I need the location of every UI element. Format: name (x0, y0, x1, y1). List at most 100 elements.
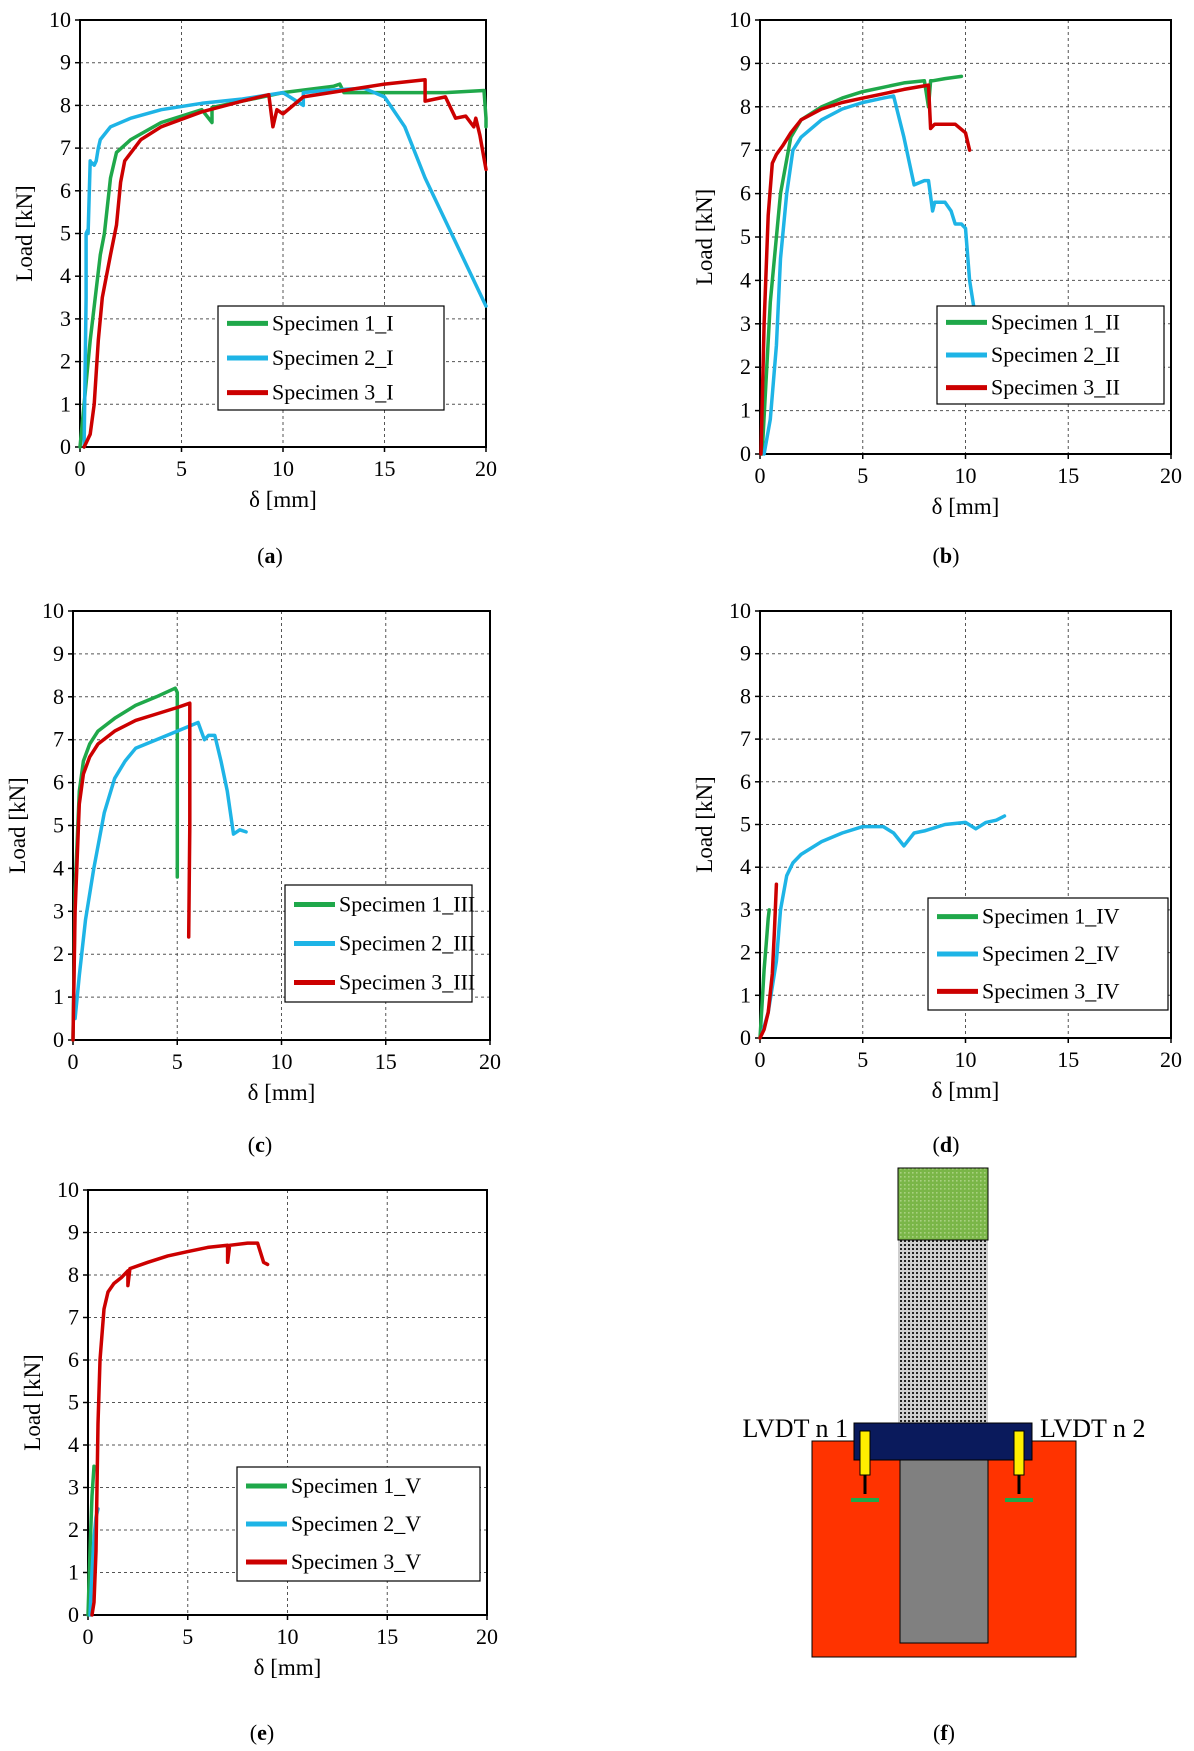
y-tick-label: 5 (53, 813, 64, 838)
chart-e: 0 5 10 15 20 0 1 2 3 4 5 6 7 8 9 10 δ [mm] Load [kN] Speci… (20, 1177, 498, 1745)
y-axis-label: Load [kN] (20, 1354, 45, 1450)
x-tick-label: 0 (75, 456, 86, 481)
setup-embedded-bar (899, 1447, 989, 1644)
legend: Specimen 1_II Specimen 2_II Specimen 3_II (936, 305, 1165, 405)
y-tick-label: 9 (53, 641, 64, 666)
y-tick-label: 2 (60, 349, 71, 374)
panel-label-letter: a (265, 543, 276, 568)
y-tick-label: 5 (60, 221, 71, 246)
x-tick-label: 5 (857, 1047, 868, 1072)
y-tick-label: 1 (60, 391, 71, 416)
lvdt-1-body (859, 1430, 871, 1476)
y-tick-label: 5 (740, 812, 751, 837)
legend-entry: Specimen 3_I (272, 380, 394, 405)
x-tick-label: 20 (475, 456, 497, 481)
panel-label-f-letter: f (940, 1720, 948, 1745)
y-tick-label: 3 (740, 311, 751, 336)
y-tick-label: 6 (740, 769, 751, 794)
legend-entry: Specimen 3_IV (982, 978, 1120, 1003)
y-tick-label: 7 (740, 137, 751, 162)
legend-entry: Specimen 2_I (272, 345, 394, 370)
y-tick-label: 0 (740, 1025, 751, 1050)
panel-label-e: (e) (250, 1720, 274, 1745)
x-tick-label: 15 (374, 456, 396, 481)
series-line-blue (762, 94, 976, 456)
y-tick-label: 2 (68, 1517, 79, 1542)
series-line-red (759, 83, 972, 456)
y-tick-label: 9 (60, 50, 71, 75)
legend: Specimen 1_IV Specimen 2_IV Specimen 3_IV (927, 897, 1169, 1011)
y-tick-label: 7 (53, 727, 64, 752)
series-line-red (82, 78, 488, 449)
y-tick-label: 5 (740, 224, 751, 249)
setup-diagram: LVDT n 1 LVDT n 2 (f) (743, 1167, 1145, 1745)
y-axis-label: Load [kN] (5, 777, 30, 873)
legend-entry: Specimen 2_III (339, 931, 475, 956)
series-line-green (760, 74, 964, 456)
series-line-green (758, 908, 771, 1040)
y-tick-label: 3 (740, 897, 751, 922)
legend-entry: Specimen 1_II (991, 309, 1120, 334)
series-line-red (90, 1241, 270, 1617)
setup-textile-strip (898, 1240, 988, 1423)
x-axis-label: δ [mm] (254, 1655, 322, 1680)
y-tick-label: 3 (68, 1475, 79, 1500)
series-line-green (86, 1464, 96, 1617)
x-tick-label: 5 (176, 456, 187, 481)
y-tick-label: 7 (60, 135, 71, 160)
x-tick-label: 0 (755, 1047, 766, 1072)
x-tick-label: 0 (83, 1624, 94, 1649)
panel-label-a: (a) (257, 543, 283, 568)
series-line-blue (73, 720, 248, 1021)
series-line-blue (760, 814, 1007, 1036)
legend-entry: Specimen 1_V (291, 1473, 421, 1498)
y-tick-label: 4 (53, 855, 64, 880)
panel-label-letter: b (940, 543, 952, 568)
x-tick-label: 0 (755, 463, 766, 488)
setup-clamp-plate (853, 1422, 1033, 1461)
y-tick-label: 4 (60, 263, 71, 288)
legend-entry: Specimen 3_V (291, 1549, 421, 1574)
y-tick-label: 10 (49, 7, 71, 32)
y-tick-label: 1 (53, 984, 64, 1009)
y-tick-label: 0 (60, 434, 71, 459)
x-tick-label: 15 (375, 1049, 397, 1074)
y-tick-label: 2 (740, 940, 751, 965)
y-tick-label: 0 (740, 441, 751, 466)
x-tick-label: 10 (955, 1047, 977, 1072)
y-tick-label: 7 (740, 726, 751, 751)
x-tick-label: 20 (476, 1624, 498, 1649)
legend-entry: Specimen 3_III (339, 970, 475, 995)
legend: Specimen 1_I Specimen 2_I Specimen 3_I (217, 305, 445, 411)
series-line-red (758, 882, 779, 1040)
x-tick-label: 0 (68, 1049, 79, 1074)
x-tick-label: 20 (479, 1049, 501, 1074)
legend-entry: Specimen 1_IV (982, 904, 1120, 929)
y-tick-label: 3 (60, 306, 71, 331)
y-tick-label: 9 (740, 50, 751, 75)
y-tick-label: 2 (740, 354, 751, 379)
y-tick-label: 6 (53, 770, 64, 795)
lvdt-2-body (1013, 1430, 1025, 1476)
y-axis-label: Load [kN] (12, 185, 37, 281)
y-tick-label: 6 (68, 1347, 79, 1372)
y-tick-label: 10 (57, 1177, 79, 1202)
legend-entry: Specimen 3_II (991, 375, 1120, 400)
y-tick-label: 10 (729, 598, 751, 623)
y-tick-label: 0 (68, 1602, 79, 1627)
panel-label-f: (f) (933, 1720, 955, 1745)
panel-label-c: (c) (248, 1132, 272, 1157)
chart-d: 0 5 10 15 20 0 1 2 3 4 5 6 7 8 9 10 δ [mm] Load [kN] Speci… (692, 598, 1182, 1157)
y-tick-label: 8 (60, 92, 71, 117)
legend-entry: Specimen 2_II (991, 342, 1120, 367)
x-tick-label: 10 (277, 1624, 299, 1649)
x-tick-label: 5 (182, 1624, 193, 1649)
lvdt-2-label: LVDT n 2 (1040, 1414, 1145, 1443)
y-tick-label: 2 (53, 941, 64, 966)
series-line-red (71, 701, 192, 1042)
chart-a: 0 5 10 15 20 0 1 2 3 4 5 6 7 8 9 10 δ [mm] Load [kN] Speci… (12, 7, 497, 568)
x-tick-label: 10 (271, 1049, 293, 1074)
y-tick-label: 6 (740, 181, 751, 206)
